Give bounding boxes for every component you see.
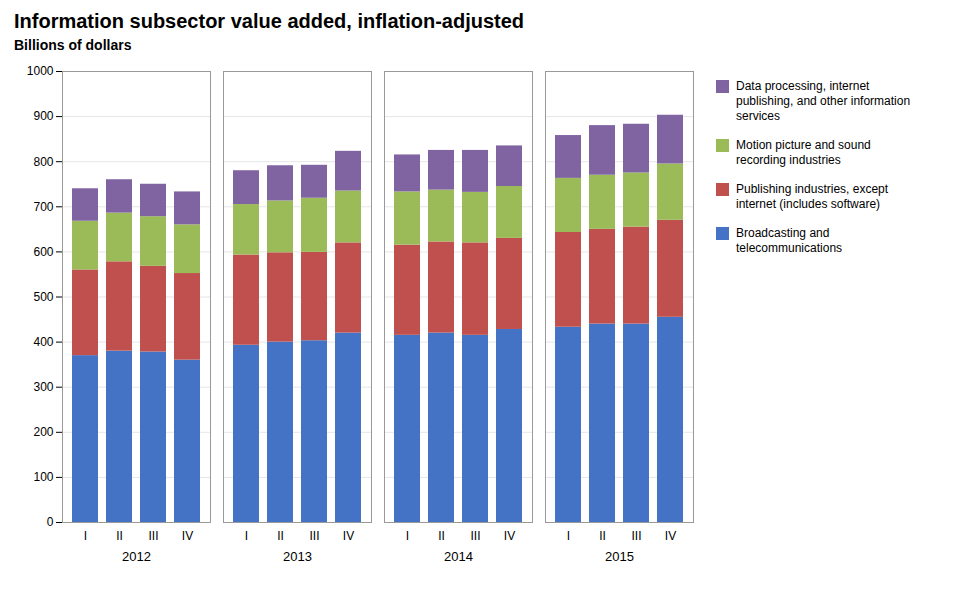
svg-text:400: 400 — [33, 335, 53, 349]
svg-text:IV: IV — [343, 529, 354, 543]
html-text:Data processing, internet publ: Data processing, internet publishing, an… — [736, 79, 911, 123]
svg-text:II: II — [599, 529, 606, 543]
svg-text:I: I — [567, 529, 570, 543]
svg-text:500: 500 — [33, 290, 53, 304]
svg-text:III: III — [309, 529, 319, 543]
svg-text:III: III — [148, 529, 158, 543]
svg-text:IV: IV — [182, 529, 193, 543]
svg-text:2015: 2015 — [605, 549, 634, 564]
svg-text:III: III — [631, 529, 641, 543]
svg-text:600: 600 — [33, 245, 53, 259]
svg-text:900: 900 — [33, 109, 53, 123]
svg-text:I: I — [245, 529, 248, 543]
svg-text:II: II — [116, 529, 123, 543]
svg-text:1000: 1000 — [27, 64, 54, 78]
svg-text:III: III — [470, 529, 480, 543]
svg-text:2013: 2013 — [283, 549, 312, 564]
svg-text:II: II — [438, 529, 445, 543]
svg-text:II: II — [277, 529, 284, 543]
svg-text:700: 700 — [33, 200, 53, 214]
svg-text:100: 100 — [33, 470, 53, 484]
svg-text:I: I — [84, 529, 87, 543]
svg-text:200: 200 — [33, 425, 53, 439]
svg-text:300: 300 — [33, 380, 53, 394]
html-text:Billions of dollars: Billions of dollars — [14, 37, 132, 53]
html-text:Information subsector value ad: Information subsector value added, infla… — [14, 10, 525, 32]
svg-text:IV: IV — [504, 529, 515, 543]
svg-text:IV: IV — [665, 529, 676, 543]
html-text:Broadcasting and telecommunica: Broadcasting and telecommunications — [736, 226, 843, 255]
svg-text:I: I — [406, 529, 409, 543]
svg-text:800: 800 — [33, 155, 53, 169]
svg-text:2012: 2012 — [122, 549, 151, 564]
html-text:Publishing industries, except: Publishing industries, except internet (… — [736, 182, 889, 211]
svg-text:2014: 2014 — [444, 549, 473, 564]
html-text:Motion picture and sound recor: Motion picture and sound recording indus… — [736, 138, 871, 167]
svg-text:0: 0 — [47, 515, 54, 529]
